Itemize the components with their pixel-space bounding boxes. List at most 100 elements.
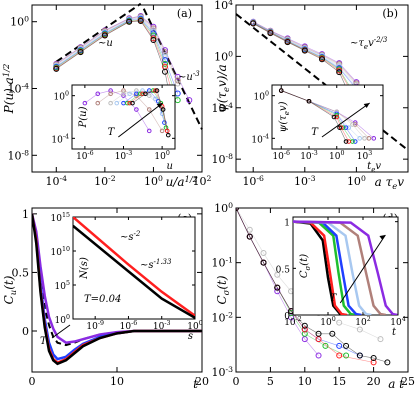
panel-d-inset-T-arrow	[339, 234, 386, 304]
panel-a-ytick-label: 100	[10, 15, 29, 29]
panel-a-data-point-black	[162, 68, 169, 75]
panel-b-inset-ylabel: ψ(τev)	[278, 101, 291, 132]
panel-b-inset-ytick-label: 100	[254, 91, 269, 103]
panel-a-data-point-violet	[174, 73, 181, 80]
panel-a-data-point-grey	[174, 80, 181, 87]
panel-a-inset-data-point-violet	[82, 100, 88, 106]
panel-a-xtick-label: 10-2	[94, 174, 116, 188]
panel-a-inset-data-point-violet	[146, 128, 152, 134]
panel-d-data-point-black	[384, 359, 391, 366]
panel-b-inset-data-point-brown	[366, 136, 372, 141]
panel-a-inset-data-point-red	[127, 100, 132, 106]
panel-c-inset-ytick-label: 105	[55, 280, 70, 292]
panel-d-inset-xtick-label: 100	[320, 316, 335, 328]
panel-d-data-point-green	[301, 330, 308, 337]
panel-a-xtick-label: 102	[193, 174, 212, 188]
panel-d-xtick-label: 5	[267, 375, 274, 388]
panel-a-ylabel: P(u) a1/2	[1, 64, 16, 115]
panel-a-inset-data-point-brown	[159, 128, 165, 134]
panel-a-inset-data-point-black	[160, 107, 166, 112]
panel-a-xtick-label: 10-4	[46, 174, 68, 188]
panel-a-series-trace-green	[56, 19, 178, 101]
panel-d-inset-xtick-label: 102	[355, 316, 370, 328]
panel-d-inset-xtick-label: 104	[390, 316, 405, 328]
panel-a-inset-series-trace-blue	[123, 90, 165, 123]
panel-d-inset-T-arrowhead	[379, 235, 386, 240]
panel-d-data-point-violet	[274, 288, 281, 295]
panel-a-inset-data-point-grey	[121, 91, 126, 97]
panel-a-inset-ytick-label: 10-4	[51, 133, 69, 145]
panel-d-data-point-black	[370, 355, 377, 362]
panel-d-ytick-label: 10-2	[212, 310, 234, 324]
panel-a-series-trace-blue	[56, 18, 178, 94]
panel-d-data-point-blue	[336, 342, 343, 349]
panel-d-ytick-label: 10-3	[212, 365, 234, 379]
panel-c-xtick-label: 20	[195, 375, 209, 388]
panel-d-data-point-red	[301, 326, 308, 333]
panel-c-inset-annotation-s133: ~s-1.33	[140, 258, 172, 271]
panel-a-inset-data-point-brown	[146, 107, 152, 112]
panel-d-series-trace-black	[236, 208, 388, 363]
panel-b: 10-6 10-3 100 10-8 10-4 100 104 (b) a τev ψ(τev)/…	[212, 0, 409, 191]
panel-c-inset-annotation-T: T=0.04	[84, 294, 121, 305]
panel-b-inset-xtick-label: 10-3	[300, 150, 318, 162]
panel-a-inset-series-trace-violet	[84, 90, 150, 132]
panel-a: 10-4 10-2 100 102 10-8 10-4 100 (a) u/a1/2 P(u) a…	[1, 2, 212, 189]
panel-b-inset-data-point-lightblue	[357, 136, 362, 141]
panel-a-inset-data-point-lightblue	[127, 91, 132, 97]
panel-a-inset-data-point-violet	[95, 91, 101, 97]
panel-d-data-point-black	[343, 342, 350, 349]
panel-c-inset-ylabel: N(s)	[79, 257, 90, 280]
panel-c-inset-xtick-label: 10-6	[120, 320, 138, 332]
panel-d-inset-xlabel: t	[392, 327, 397, 338]
panel-d-xtick-label: 15	[332, 375, 346, 388]
panel-c-xtick-label: 0	[29, 375, 36, 388]
panel-a-inset-ytick-label: 100	[54, 91, 69, 103]
panel-a-guide-line	[55, 2, 142, 63]
panel-c-inset-ytick-label: 100	[55, 314, 70, 326]
panel-a-data-point-violet	[186, 97, 193, 104]
panel-d-data-point-violet	[315, 352, 322, 359]
panel-a-inset-data-point-brown	[108, 91, 113, 97]
panel-b-xlabel: a τev	[375, 175, 405, 191]
panel-d-ytick-label: 10-1	[212, 256, 234, 270]
panel-b-inset-data-point-brown	[352, 122, 358, 127]
panel-a-data-point-black	[53, 65, 60, 72]
panel-a-inset-series-trace-brown	[97, 90, 163, 132]
panel-b-inset-data-point-black	[278, 88, 284, 93]
panel-a-tag: (a)	[177, 7, 192, 20]
panel-a-inset-data-point-grey	[108, 100, 113, 106]
panel-b-xtick-label: 100	[347, 174, 366, 188]
panel-b-inset-data-point-black	[337, 125, 342, 130]
panel-a-inset-T-label: T	[108, 127, 116, 138]
panel-a-xtick-label: 100	[144, 174, 163, 188]
panel-b-frame	[235, 4, 409, 173]
panel-b-inset-xtick-label: 103	[357, 150, 372, 162]
panel-b-inset-xlabel: tev	[367, 161, 381, 174]
panel-c-inset-xtick-label: 10-3	[153, 320, 171, 332]
panel-a-inset-series-trace-black	[132, 90, 169, 136]
panel-a-inset-T-arrowhead	[156, 103, 163, 108]
panel-d-inset-frame	[292, 216, 399, 316]
panel-c-ytick-label: 0	[22, 325, 29, 338]
panel-b-xtick-label: 10-6	[242, 174, 264, 188]
panel-a-inset-data-point-grey	[146, 93, 152, 98]
panel-d-data-point-grey	[274, 271, 281, 278]
panel-b-annotation-tau: ~τev-2/3	[350, 36, 388, 51]
panel-b-inset-T-arrowhead	[363, 103, 370, 108]
panel-d-xtick-label: 10	[298, 375, 312, 388]
panel-b-ytick-label: 10-4	[212, 101, 234, 115]
panel-a-inset-data-point-lightblue	[114, 100, 120, 106]
panel-a-inset-data-point-violet	[134, 107, 139, 112]
panel-d-xtick-label: 0	[233, 375, 240, 388]
panel-b-tag: (b)	[382, 7, 398, 20]
panel-d-inset-T-label: T	[330, 293, 338, 304]
panel-b-data-point-black	[250, 20, 257, 27]
panel-b-inset-data-point-black	[306, 98, 312, 104]
panel-b-inset-series-trace-black	[281, 90, 347, 142]
panel-d-data-point-green	[343, 352, 350, 359]
panel-d-data-point-black	[260, 259, 267, 266]
panel-d-data-point-grey	[356, 326, 363, 333]
